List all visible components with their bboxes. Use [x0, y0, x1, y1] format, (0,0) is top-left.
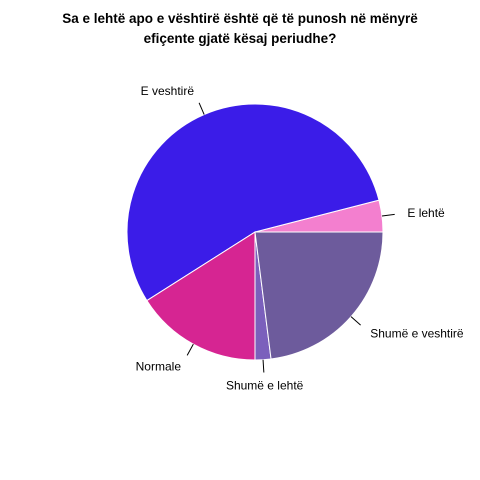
leader-line-shume-e-lehte: [262, 359, 265, 373]
slice-label-e-veshtire: E veshtirë: [141, 84, 195, 98]
leader-line-shume-e-veshtire: [350, 316, 361, 326]
slice-label-shume-e-lehte: Shumë e lehtë: [226, 378, 304, 392]
leader-line-e-lehte: [381, 213, 395, 217]
pie-slice-shume-e-veshtire: [254, 231, 384, 360]
chart-title-line-2: efiçente gjatë kësaj periudhe?: [144, 31, 337, 46]
chart-title-line-1: Sa e lehtë apo e vështirë është që të pu…: [62, 11, 418, 26]
pie-labels: E lehtë E veshtirë Normale Shumë e lehtë Shu…: [136, 84, 464, 392]
leader-line-normale: [186, 343, 194, 356]
slice-label-normale: Normale: [136, 360, 182, 374]
leader-line-e-veshtire: [198, 102, 205, 115]
slice-label-e-lehte: E lehtë: [407, 206, 445, 220]
pie-slice-e-veshtire: [126, 103, 380, 302]
pie-slices: [126, 103, 384, 361]
pie-slice-normale: [146, 231, 256, 361]
slice-label-shume-e-veshtire: Shumë e veshtirë: [370, 327, 464, 341]
